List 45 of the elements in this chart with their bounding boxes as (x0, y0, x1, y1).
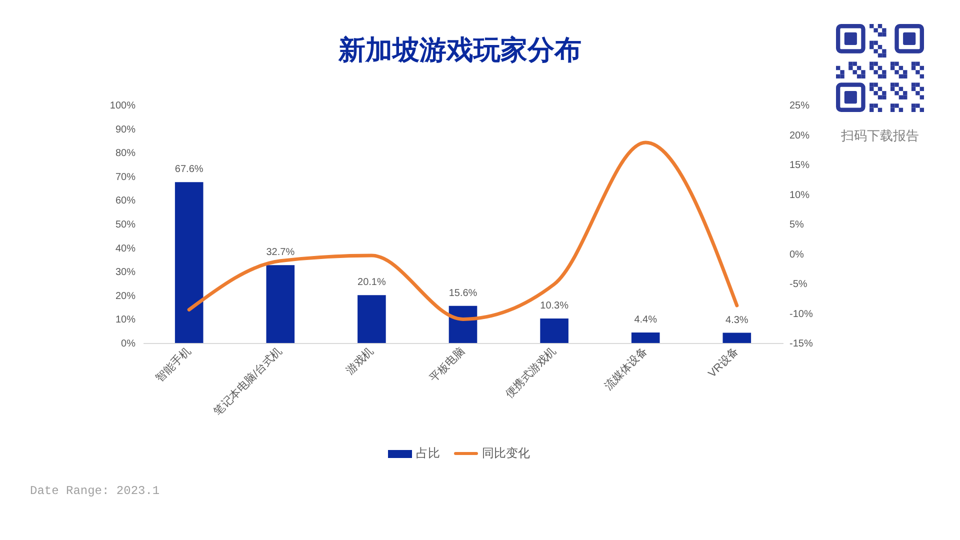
y-tick-label: 80% (115, 148, 136, 160)
bar (358, 295, 386, 343)
x-tick-label: VR设备 (706, 345, 742, 380)
data-label: 15.6% (448, 288, 478, 299)
chart-title: 新加坡游戏玩家分布 (337, 34, 582, 67)
legend-label: 占比 (416, 445, 440, 462)
y-tick-label: 60% (115, 196, 136, 207)
y-tick-label: 10% (115, 314, 136, 326)
x-tick-label: 便携式游戏机 (502, 344, 559, 400)
y2-tick-label: 0% (790, 249, 804, 260)
data-label: 20.1% (358, 277, 386, 288)
data-label: 4.3% (725, 314, 748, 326)
y-tick-label: 20% (115, 290, 136, 302)
y2-tick-label: 15% (790, 160, 810, 171)
x-tick-label: 流媒体设备 (602, 344, 650, 393)
x-tick-label: 笔记本电脑/台式机 (211, 344, 285, 418)
data-label: 4.4% (634, 314, 658, 326)
legend-label: 同比变化 (482, 445, 530, 462)
text: Date Range: 2023.1 (30, 484, 160, 498)
y2-tick-label: 10% (790, 190, 810, 201)
bar (722, 332, 752, 343)
y-tick-label: 90% (115, 124, 136, 136)
y2-tick-label: 5% (790, 220, 804, 230)
bar (540, 318, 568, 343)
y-tick-label: 50% (115, 220, 136, 230)
y-tick-label: 0% (121, 338, 136, 350)
y-tick-label: 30% (115, 267, 136, 278)
y2-tick-label: -5% (790, 279, 808, 290)
bar (266, 265, 295, 343)
x-tick-label: 游戏机 (343, 344, 376, 378)
y2-tick-label: 20% (790, 130, 810, 142)
y-tick-label: 100% (110, 100, 136, 112)
y2-tick-label: -15% (790, 338, 813, 350)
y-tick-label: 70% (115, 172, 136, 183)
y-tick-label: 40% (115, 243, 136, 254)
y2-tick-label: 25% (790, 100, 810, 112)
text: 扫码下载报告 (840, 127, 920, 145)
data-label: 67.6% (174, 164, 204, 176)
data-label: 32.7% (266, 247, 295, 258)
bar (174, 182, 204, 343)
x-tick-label: 平板电脑 (426, 344, 468, 385)
x-tick-label: 智能手机 (153, 344, 194, 385)
y2-tick-label: -10% (790, 308, 813, 320)
bar (631, 332, 660, 343)
data-label: 10.3% (540, 300, 569, 312)
